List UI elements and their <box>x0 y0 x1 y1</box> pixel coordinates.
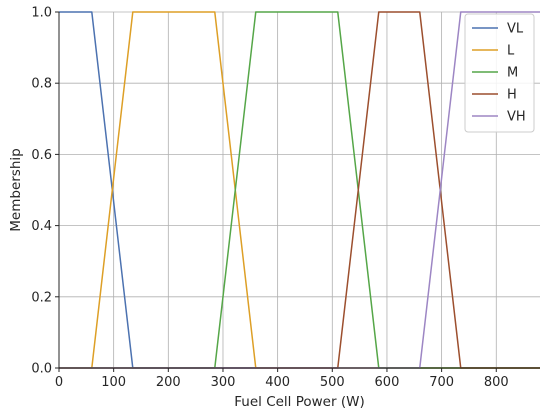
x-tick-label-2: 200 <box>156 375 181 390</box>
x-tick-label-8: 800 <box>484 375 509 390</box>
axes <box>58 12 540 369</box>
x-axis-label: Fuel Cell Power (W) <box>234 394 364 410</box>
x-tick-label-4: 400 <box>265 375 290 390</box>
legend: VL LMH VH <box>464 13 535 133</box>
x-tick-label-7: 700 <box>429 375 454 390</box>
x-tick-label-0: 0 <box>55 375 63 390</box>
y-tick-label-1: 0.2 <box>31 290 52 305</box>
legend-label-vh: VH <box>507 110 526 125</box>
legend-label-l: L <box>507 44 515 59</box>
y-tick-label-3: 0.6 <box>31 148 52 163</box>
grid <box>58 11 540 369</box>
y-tick-label-0: 0.0 <box>31 362 52 377</box>
x-tick-label-6: 600 <box>375 375 400 390</box>
y-axis-ticks: 0.0 0.2 0.4 0.6 0.8 1.0 <box>31 6 59 377</box>
x-axis-ticks: 0 100 200 300 400 500 600 700 800 <box>55 368 509 390</box>
x-tick-label-5: 500 <box>320 375 345 390</box>
legend-label-vl: VL <box>507 22 524 37</box>
legend-label-h: H <box>507 88 517 103</box>
legend-box <box>464 13 535 133</box>
legend-label-m: M <box>507 66 518 81</box>
y-tick-label-4: 0.8 <box>31 77 52 92</box>
x-tick-label-3: 300 <box>211 375 236 390</box>
y-tick-label-2: 0.4 <box>31 219 52 234</box>
y-axis-label: Membership <box>8 148 24 231</box>
y-tick-label-5: 1.0 <box>31 6 52 21</box>
x-tick-label-1: 100 <box>101 375 126 390</box>
